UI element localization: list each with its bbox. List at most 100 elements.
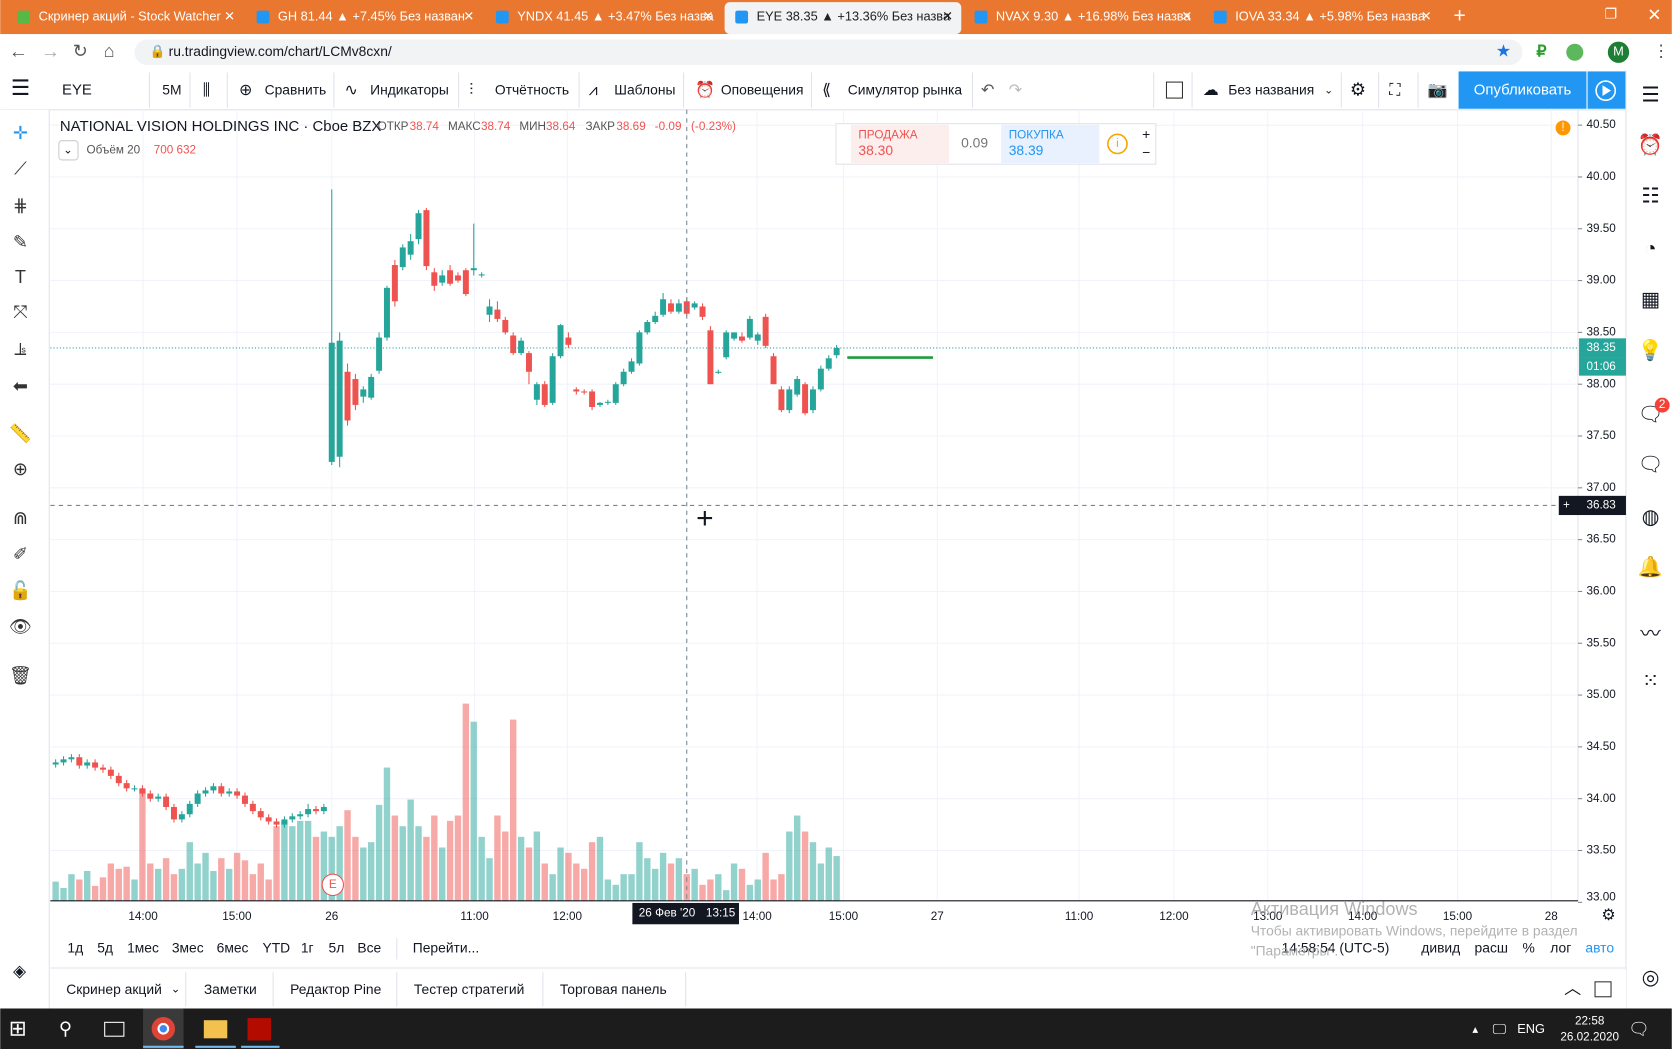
sidebar-icon[interactable]: ◔ [1644,238,1656,260]
scale-option[interactable]: % [1523,939,1535,955]
range-button[interactable]: 3мес [172,939,204,955]
tool[interactable]: ⋒ [13,508,28,528]
window-restore[interactable]: ❐ [1605,6,1617,22]
tab[interactable] [1203,2,1440,35]
tool[interactable]: ⫡ [14,338,26,358]
sidebar-icon[interactable]: ☰ [1641,84,1659,106]
window-close[interactable]: ✕ [1647,5,1661,24]
tool[interactable]: ⋕ [13,196,28,216]
tool[interactable]: ✐ [13,544,28,564]
scale-option[interactable]: лог [1550,939,1571,955]
range-button[interactable]: 5д [97,939,113,955]
bookmark-star[interactable]: ★ [1496,42,1511,61]
settings[interactable]: ⚙ [1350,79,1366,99]
bottom-tab[interactable]: Заметки [204,981,257,997]
chart-type[interactable]: ⫼ [203,82,210,99]
toolbar-item[interactable]: Оповещения [721,81,804,97]
task-view[interactable] [104,1021,125,1037]
sidebar-icon[interactable]: ◎ [1642,967,1660,989]
collapse[interactable] [58,140,79,161]
sidebar-icon[interactable]: 🗨 [1638,454,1664,476]
network[interactable]: 🖵 [1493,1020,1507,1036]
tab[interactable] [724,2,962,35]
toolbar-item[interactable]: Шаблоны [614,81,675,97]
tab-close[interactable]: ✕ [463,8,474,23]
goto-date[interactable]: Перейти... [413,939,479,955]
extension[interactable]: ₽ [1536,43,1546,60]
omnibox[interactable] [134,39,1523,66]
toolbar-item[interactable]: Индикаторы [370,81,449,97]
bottom-tab[interactable]: Тестер стратегий [414,981,525,997]
tool[interactable]: 👁 [9,617,32,637]
maximize-panel[interactable] [1594,981,1612,998]
tray-arrow[interactable]: ▴ [1472,1023,1478,1036]
toolbar-item[interactable]: Сравнить [265,81,327,97]
earnings-marker[interactable] [321,873,345,897]
scale-option[interactable]: расш [1475,939,1508,955]
sidebar-icon[interactable]: 💡 [1638,338,1663,362]
layout-name[interactable]: Без названия [1228,81,1314,97]
tab-close[interactable]: ✕ [224,8,235,23]
scale-option[interactable]: дивид [1421,939,1460,955]
buy-button[interactable] [1001,124,1100,164]
tab[interactable] [485,2,722,35]
dropdown[interactable]: ⌄ [1324,84,1333,96]
expand-panel[interactable]: ︿ [1564,979,1581,998]
sidebar-icon[interactable]: 〰 [1640,624,1661,646]
qty-plus[interactable]: + [1142,126,1150,142]
extension[interactable] [1566,43,1584,61]
tool[interactable]: ✛ [13,123,28,143]
info[interactable] [1107,133,1128,155]
sidebar-icon[interactable]: ▦ [1641,289,1660,311]
tool[interactable]: ⟋ [14,158,27,178]
explorer-app[interactable] [203,1020,228,1039]
snapshot[interactable]: 📷 [1428,82,1448,99]
language[interactable]: ENG [1517,1021,1545,1036]
search[interactable]: ⚲ [59,1019,72,1039]
tool[interactable]: 🔓 [9,579,32,600]
qty-minus[interactable]: − [1142,144,1150,160]
tab[interactable] [6,2,244,35]
layout-toggle[interactable] [1165,81,1184,99]
tool[interactable]: ⬅ [13,376,28,396]
tool[interactable]: 🗑 [9,666,32,686]
sidebar-icon[interactable]: ⏰ [1638,132,1663,156]
bottom-tab[interactable]: Торговая панель [560,981,667,997]
tool[interactable]: 📏 [9,423,32,444]
range-button[interactable]: 1мес [127,939,159,955]
forward[interactable]: → [41,41,60,62]
symbol[interactable]: EYE [62,82,92,99]
tab-close[interactable]: ✕ [703,8,714,23]
tab-close[interactable]: ✕ [942,8,953,23]
range-button[interactable]: Все [357,939,381,955]
tool[interactable]: ⊕ [13,459,28,479]
back[interactable]: ← [9,41,28,62]
bottom-tab[interactable]: Редактор Pine [290,981,381,997]
pdf-app[interactable] [247,1018,271,1041]
range-button[interactable]: 1г [301,939,314,955]
notifications[interactable]: 🗨 [1628,1019,1650,1038]
range-button[interactable]: 5л [329,939,345,955]
interval[interactable]: 5M [162,81,181,97]
tab-close[interactable]: ✕ [1421,8,1432,23]
fullscreen[interactable]: ⛶ [1389,82,1401,99]
bottom-tab[interactable]: Скринер акций [66,981,162,997]
sidebar-icon[interactable]: 🔔 [1638,556,1663,579]
tab[interactable] [963,2,1201,35]
redo[interactable]: ↷ [1009,82,1023,99]
tool[interactable]: ⤧ [13,302,28,322]
tool[interactable]: ✎ [13,232,28,252]
sidebar-icon[interactable]: ☷ [1641,186,1659,208]
toolbar-item[interactable]: Отчётность [495,81,569,97]
tab-close[interactable]: ✕ [1181,8,1192,23]
tool[interactable]: T [15,267,26,287]
sidebar-icon[interactable]: ⁙ [1642,671,1659,693]
reload[interactable]: ↻ [73,41,88,61]
sidebar-icon[interactable]: ◍ [1642,506,1660,528]
layers[interactable]: ◈ [13,962,27,981]
start[interactable]: ⊞ [9,1016,27,1040]
scale-option[interactable]: авто [1585,939,1614,955]
tab[interactable] [245,2,483,35]
undo[interactable]: ↶ [981,82,994,99]
sell-button[interactable] [850,124,950,164]
